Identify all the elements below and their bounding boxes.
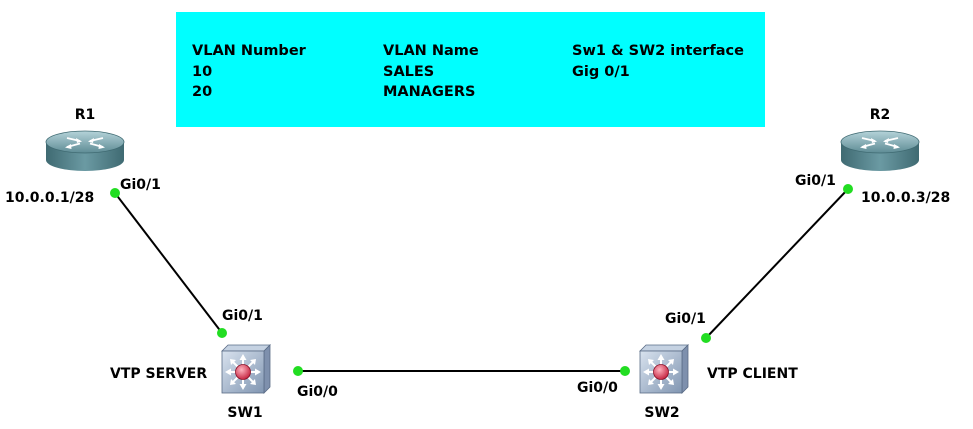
r1-port-label: Gi0/1 <box>120 177 161 193</box>
sw2-gi01-port-dot[interactable] <box>701 333 711 343</box>
port-dots <box>110 184 853 376</box>
r2-port-label: Gi0/1 <box>795 173 836 189</box>
interface-cell: Gig 0/1 <box>572 64 630 80</box>
sw1-gi01-port-dot[interactable] <box>217 328 227 338</box>
vlan-number-cell: 20 <box>192 84 212 100</box>
sw1-gi00-port-dot[interactable] <box>293 366 303 376</box>
vlan-table-background <box>176 12 765 127</box>
r1-name-label: R1 <box>75 107 96 123</box>
sw1-switch-icon[interactable] <box>221 344 271 394</box>
vlan-table: VLAN Number VLAN Name Sw1 & SW2 interfac… <box>176 12 765 127</box>
vlan-name-cell: SALES <box>383 64 434 80</box>
vlan-name-header: VLAN Name <box>383 43 479 59</box>
sw1-gi00-label: Gi0/0 <box>297 384 338 400</box>
sw2-switch-icon[interactable] <box>639 344 689 394</box>
sw2-gi01-label: Gi0/1 <box>665 311 706 327</box>
r1-router-icon[interactable] <box>45 130 125 172</box>
r2-port-dot[interactable] <box>843 184 853 194</box>
sw1-role-label: VTP SERVER <box>110 366 207 382</box>
sw1-name-label: SW1 <box>227 405 262 421</box>
links <box>114 188 849 372</box>
sw2-name-label: SW2 <box>644 405 679 421</box>
r1-port-dot[interactable] <box>110 188 120 198</box>
link-r1-sw1 <box>114 192 223 334</box>
r2-name-label: R2 <box>870 107 891 123</box>
r1-ip-label: 10.0.0.1/28 <box>5 190 94 206</box>
r2-router-icon[interactable] <box>840 130 920 172</box>
sw1-gi01-label: Gi0/1 <box>222 308 263 324</box>
sw2-role-label: VTP CLIENT <box>707 366 798 382</box>
vlan-number-cell: 10 <box>192 64 212 80</box>
r2-ip-label: 10.0.0.3/28 <box>861 190 950 206</box>
vlan-number-header: VLAN Number <box>192 43 307 59</box>
interface-header: Sw1 & SW2 interface <box>572 43 744 59</box>
vlan-name-cell: MANAGERS <box>383 84 475 100</box>
link-r2-sw2 <box>705 188 849 339</box>
sw2-gi00-label: Gi0/0 <box>577 380 618 396</box>
sw2-gi00-port-dot[interactable] <box>620 366 630 376</box>
